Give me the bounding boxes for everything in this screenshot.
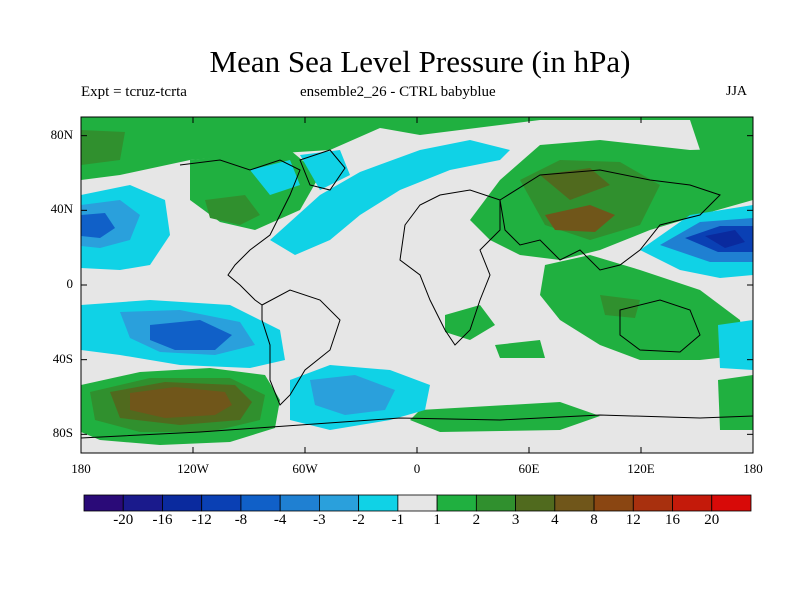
north-atlantic-negative [270, 140, 510, 255]
colorbar-label: 8 [590, 512, 598, 528]
y-tick-label: 80N [50, 126, 73, 142]
colorbar-label: 1 [433, 512, 441, 528]
arctic-negative [300, 150, 350, 190]
colorbar-swatch [122, 494, 163, 512]
colorbar-swatch [358, 494, 399, 512]
colorbar-swatch [475, 494, 516, 512]
colorbar-swatch [593, 494, 634, 512]
colorbar-swatch [319, 494, 360, 512]
colorbar-label: 12 [625, 512, 641, 528]
australia-coast [619, 299, 701, 353]
south-indian-positive [495, 340, 545, 358]
europe-africa-coast [399, 189, 501, 346]
hudson-negative [250, 160, 300, 195]
x-tick-label: 120W [177, 461, 209, 476]
contour-field [81, 117, 753, 453]
colorbar-swatch [83, 494, 124, 512]
colorbar-label: 3 [511, 512, 520, 528]
indian-ocean-negative [718, 320, 753, 370]
coastlines [81, 149, 753, 439]
experiment-label: Expt = tcruz-tcrta [81, 84, 187, 100]
x-tick-label: 0 [413, 461, 421, 476]
asia-coast [499, 169, 721, 271]
colorbar-label: -12 [191, 512, 212, 528]
south-atlantic-negative-core [310, 375, 395, 415]
colorbar-label: 2 [472, 512, 481, 528]
antarctica-coast [81, 414, 753, 439]
colorbar-label: 4 [551, 512, 559, 528]
south-pacific-negative-core [150, 320, 232, 350]
australia-positive-core [600, 295, 640, 318]
colorbar-swatch [397, 494, 438, 512]
colorbar-label: -16 [152, 512, 173, 528]
season-label: JJA [726, 84, 748, 99]
ensemble-label: ensemble2_26 - CTRL babyblue [300, 84, 496, 100]
south-pacific-positive-core [130, 387, 232, 418]
x-tick-label: 60W [292, 461, 318, 476]
colorbar-swatch [672, 494, 713, 512]
colorbar-label: -20 [113, 512, 134, 528]
colorbar-swatch [554, 494, 595, 512]
colorbar-swatch [240, 494, 281, 512]
colorbar-label: -3 [313, 512, 326, 528]
map-title: Mean Sea Level Pressure (in hPa) [209, 44, 631, 79]
eurasia-positive-inner [540, 168, 610, 200]
nw-pacific-negative-inner [705, 230, 745, 248]
y-tick-label: 40N [50, 201, 73, 217]
greenland-coast [299, 149, 346, 191]
colorbar-label: 16 [665, 512, 681, 528]
x-tick-label: 180 [743, 461, 763, 476]
y-tick-label: 0 [66, 276, 74, 291]
x-tick-label: 60E [518, 461, 540, 476]
y-tick-label: 40S [52, 350, 73, 366]
x-tick-label: 120E [627, 461, 655, 476]
colorbar-label: -8 [234, 512, 248, 528]
australia-positive-region [540, 255, 745, 360]
colorbar-label: -1 [391, 512, 405, 528]
indian-ocean-south-positive [410, 402, 600, 432]
y-tick-label: 80S [52, 425, 73, 441]
x-tick-label: 180 [71, 461, 91, 476]
arctic-positive-core [81, 130, 125, 165]
arctic-positive-region [81, 117, 753, 180]
south-america-coast [261, 289, 341, 406]
south-africa-positive [445, 305, 495, 340]
colorbar-label: -2 [352, 512, 365, 528]
colorbar-label: -4 [273, 512, 287, 528]
north-america-positive-core [205, 195, 260, 225]
north-america-coast [179, 159, 301, 306]
colorbar-swatch [711, 494, 752, 512]
axis-ticks [80, 117, 754, 453]
colorbar-swatch [279, 494, 320, 512]
eurasia-positive-core [545, 205, 615, 232]
ne-pacific-negative-core [81, 213, 115, 238]
colorbar-swatch [436, 494, 477, 512]
colorbar-label: 20 [704, 512, 720, 528]
colorbar-swatch [515, 494, 556, 512]
colorbar-swatch [632, 494, 673, 512]
colorbar-swatch [162, 494, 203, 512]
colorbar-swatch [201, 494, 242, 512]
